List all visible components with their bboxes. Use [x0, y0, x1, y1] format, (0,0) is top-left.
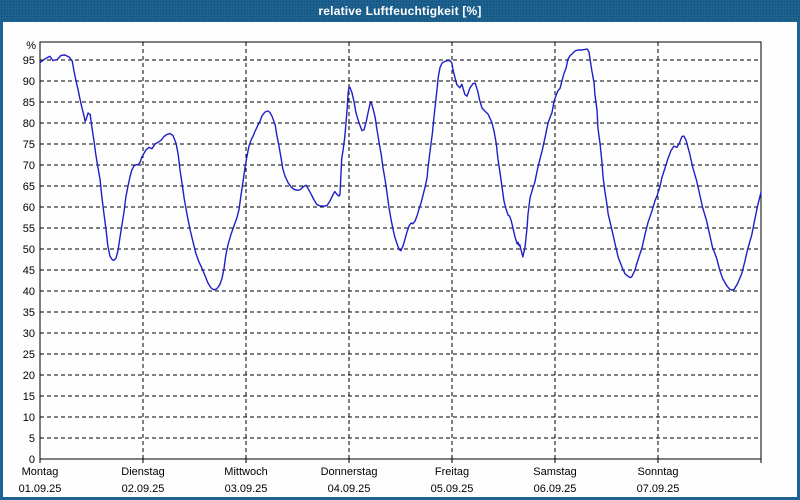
window-title-bar[interactable]: relative Luftfeuchtigkeit [%] — [0, 0, 800, 22]
x-day-label: Montag — [22, 466, 59, 478]
y-tick-label: 80 — [23, 118, 35, 130]
y-tick-label: 20 — [23, 370, 35, 382]
window-border-bottom — [0, 497, 800, 500]
y-tick-label: 30 — [23, 328, 35, 340]
window-border-right — [797, 22, 800, 500]
y-tick-label: 25 — [23, 349, 35, 361]
y-tick-label: 35 — [23, 307, 35, 319]
x-day-label: Dienstag — [121, 466, 164, 478]
x-day-label: Mittwoch — [224, 466, 267, 478]
y-tick-label: 65 — [23, 181, 35, 193]
x-date-label: 06.09.25 — [534, 483, 577, 495]
x-day-label: Sonntag — [638, 466, 679, 478]
x-date-label: 07.09.25 — [637, 483, 680, 495]
humidity-curve — [39, 48, 762, 291]
y-axis-unit-label: % — [26, 40, 36, 52]
y-tick-label: 15 — [23, 391, 35, 403]
x-date-label: 02.09.25 — [122, 483, 165, 495]
x-date-label: 01.09.25 — [19, 483, 62, 495]
window-border-left — [0, 22, 3, 500]
y-tick-label: 75 — [23, 139, 35, 151]
y-tick-label: 60 — [23, 202, 35, 214]
window-title: relative Luftfeuchtigkeit [%] — [318, 4, 482, 18]
plot-frame — [39, 41, 762, 460]
y-tick-label: 90 — [23, 76, 35, 88]
x-date-label: 03.09.25 — [225, 483, 268, 495]
x-day-label: Freitag — [435, 466, 469, 478]
y-tick-label: 55 — [23, 223, 35, 235]
y-tick-label: 0 — [29, 454, 35, 466]
x-day-label: Donnerstag — [321, 466, 378, 478]
y-tick-label: 85 — [23, 97, 35, 109]
y-tick-label: 45 — [23, 265, 35, 277]
y-tick-label: 40 — [23, 286, 35, 298]
y-tick-label: 10 — [23, 412, 35, 424]
x-day-label: Samstag — [533, 466, 576, 478]
y-tick-label: 5 — [29, 433, 35, 445]
y-tick-label: 50 — [23, 244, 35, 256]
y-tick-label: 70 — [23, 160, 35, 172]
x-date-label: 05.09.25 — [431, 483, 474, 495]
y-tick-label: 95 — [23, 55, 35, 67]
x-date-label: 04.09.25 — [328, 483, 371, 495]
